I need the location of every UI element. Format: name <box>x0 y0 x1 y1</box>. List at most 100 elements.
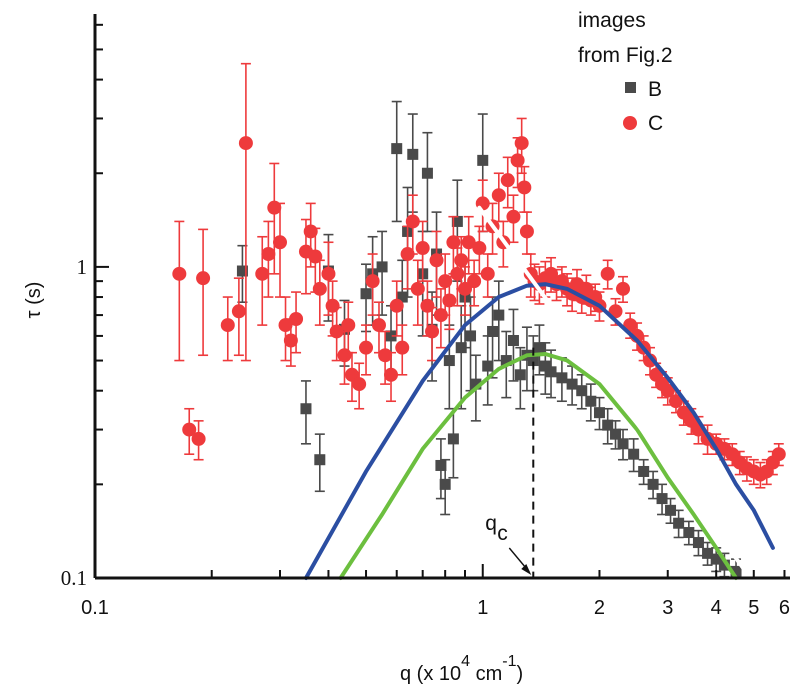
data-point-C <box>514 136 529 151</box>
data-point-B <box>692 537 704 549</box>
data-point-B <box>533 342 545 354</box>
error-bar <box>391 100 402 223</box>
data-point-C <box>600 266 615 281</box>
x-tick-label: 3 <box>662 597 673 619</box>
data-point-B <box>628 448 640 460</box>
data-point-C <box>616 281 631 296</box>
data-point-B <box>493 309 505 321</box>
data-point-B <box>593 407 605 419</box>
data-point-C <box>442 293 457 308</box>
curve-green-fit <box>338 351 738 580</box>
data-point-C <box>500 173 515 188</box>
data-point-B <box>487 325 499 337</box>
data-point-B <box>656 493 668 505</box>
data-point-C <box>337 348 352 363</box>
legend-subtitle: from Fig.2 <box>578 44 673 67</box>
data-point-B <box>385 330 397 342</box>
qc-arrow-head <box>521 564 532 575</box>
x-tick-label: 6 <box>779 597 790 619</box>
error-bar <box>444 324 455 410</box>
data-point-C <box>289 312 304 327</box>
data-point-C <box>454 253 469 268</box>
data-point-C <box>365 274 380 289</box>
data-point-C <box>395 340 410 355</box>
data-point-C <box>660 383 675 398</box>
data-point-B <box>465 330 477 342</box>
data-point-B <box>617 438 629 450</box>
data-point-C <box>378 348 393 363</box>
data-point-B <box>300 403 312 415</box>
data-point-C <box>510 153 525 168</box>
data-point-B <box>576 385 588 397</box>
data-point-C <box>238 136 253 151</box>
error-bar <box>465 296 476 392</box>
data-point-C <box>429 253 444 268</box>
y-tick-label: 1 <box>77 255 88 279</box>
data-point-B <box>421 167 433 179</box>
data-point-C <box>472 241 487 256</box>
data-point-C <box>359 340 374 355</box>
data-point-C <box>450 266 465 281</box>
data-point-C <box>283 333 298 348</box>
data-point-C <box>371 318 386 333</box>
legend-marker-C <box>623 116 637 130</box>
data-point-C <box>321 266 336 281</box>
data-point-C <box>446 235 461 250</box>
qc-label: q <box>485 512 497 535</box>
data-point-C <box>517 180 532 195</box>
x-tick-label: 1 <box>477 597 488 619</box>
data-point-B <box>602 419 614 431</box>
data-point-C <box>261 247 276 262</box>
data-point-C <box>191 431 206 446</box>
data-point-B <box>718 559 730 571</box>
data-point-B <box>610 428 622 440</box>
error-bar <box>269 162 280 275</box>
data-point-B <box>482 360 494 372</box>
x-tick-label: 2 <box>594 597 605 619</box>
x-tick-label: 0.1 <box>81 597 109 619</box>
data-point-B <box>585 395 597 407</box>
data-point-B <box>539 360 551 372</box>
data-point-B <box>556 372 568 384</box>
data-point-B <box>710 553 722 565</box>
data-point-C <box>329 324 344 339</box>
data-point-C <box>410 281 425 296</box>
data-point-B <box>647 478 659 490</box>
legend-label-B: B <box>648 78 662 101</box>
curve-white-power-law <box>477 205 753 580</box>
data-point-C <box>278 318 293 333</box>
data-point-C <box>255 266 270 281</box>
series-C <box>172 62 786 489</box>
data-point-C <box>519 224 534 239</box>
legend-marker-B <box>625 82 636 93</box>
data-point-B <box>407 148 419 160</box>
data-point-C <box>491 188 506 203</box>
data-point-C <box>352 377 367 392</box>
data-point-B <box>439 478 451 490</box>
data-point-B <box>470 378 482 390</box>
qc-subscript: c <box>497 522 508 545</box>
data-point-B <box>391 143 403 155</box>
data-point-C <box>400 247 415 262</box>
data-point-C <box>341 318 356 333</box>
data-point-C <box>771 447 786 462</box>
data-point-C <box>458 281 473 296</box>
data-point-C <box>220 318 235 333</box>
data-point-B <box>435 459 447 471</box>
data-point-B <box>507 334 519 346</box>
error-bar <box>174 220 185 362</box>
data-point-B <box>477 154 489 166</box>
data-point-B <box>451 215 463 227</box>
error-bar <box>493 280 504 362</box>
data-point-C <box>182 422 197 437</box>
data-point-C <box>415 241 430 256</box>
data-point-C <box>325 298 340 313</box>
data-point-B <box>514 369 526 381</box>
data-point-B <box>236 265 248 277</box>
data-point-B <box>665 504 677 516</box>
data-point-B <box>730 565 742 577</box>
error-bar <box>422 131 433 233</box>
x-axis-label: q (x 104 cm-1) <box>400 653 523 685</box>
